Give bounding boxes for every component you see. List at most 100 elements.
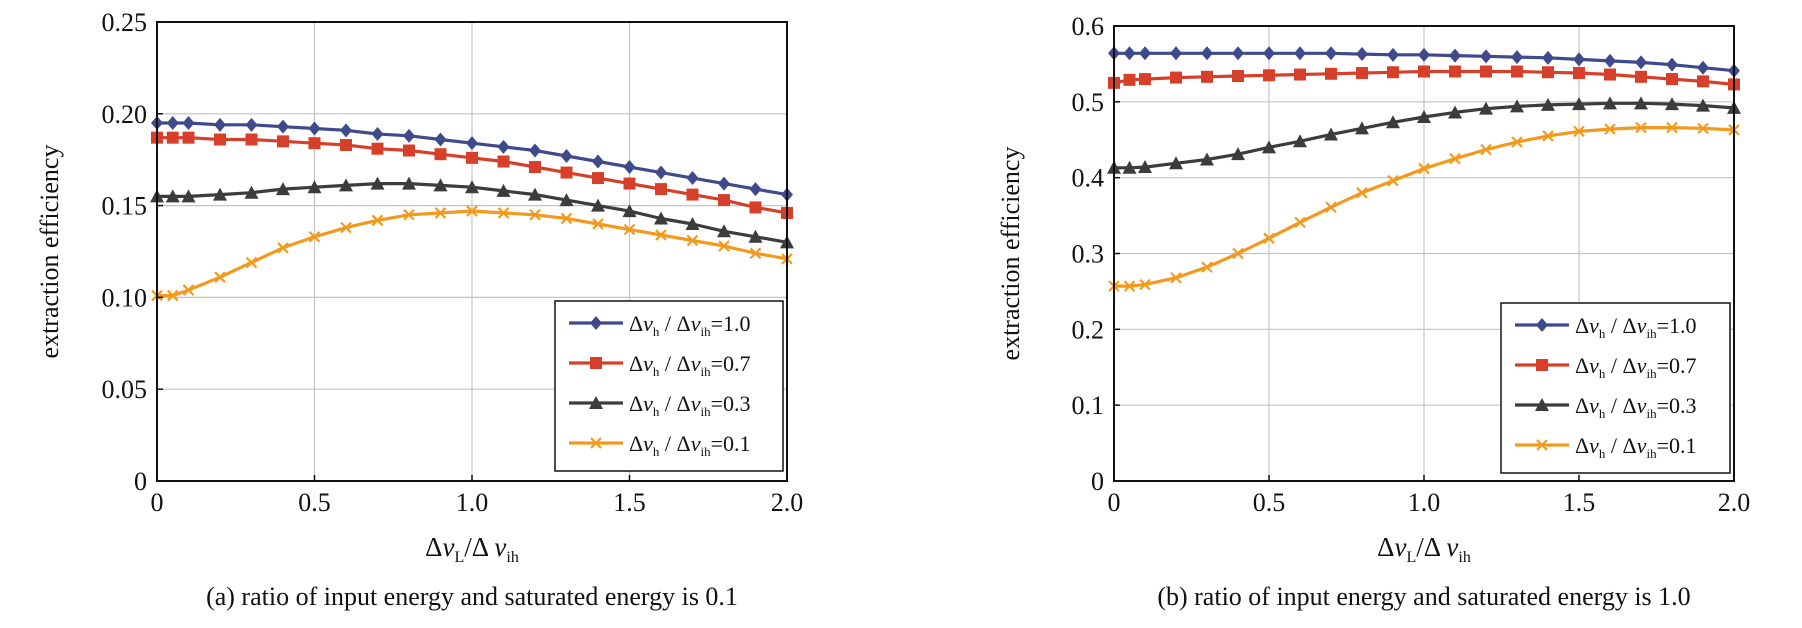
data-point xyxy=(1542,130,1554,142)
y-tick-label: 0.05 xyxy=(102,375,148,404)
chart-a: 0 0.5 1.0 1.5 2.0 0 0.05 0.10 0.15 0.20 0.25 extrac… xyxy=(35,8,803,611)
data-point xyxy=(181,189,196,203)
legend-marker xyxy=(1535,398,1549,411)
data-point xyxy=(1573,67,1585,80)
data-point xyxy=(308,137,321,150)
data-point xyxy=(276,182,290,196)
data-point xyxy=(1325,46,1337,61)
legend-marker xyxy=(590,357,602,369)
data-point xyxy=(1635,55,1647,70)
data-point xyxy=(1666,73,1678,86)
data-point xyxy=(655,229,667,241)
data-point xyxy=(1449,65,1461,78)
data-point xyxy=(718,240,730,252)
data-point xyxy=(213,187,227,201)
data-point xyxy=(1170,46,1182,61)
data-point xyxy=(182,115,195,130)
data-point xyxy=(718,194,730,207)
data-point xyxy=(1123,46,1136,61)
x-tick-label: 1.0 xyxy=(456,488,489,517)
data-point xyxy=(1293,134,1307,148)
data-point xyxy=(1387,47,1399,62)
y-tick-label: 0.3 xyxy=(1072,240,1105,269)
data-point xyxy=(1511,65,1523,78)
data-point xyxy=(277,119,289,134)
data-point xyxy=(1232,247,1244,260)
data-point xyxy=(1356,47,1368,62)
legend-marker xyxy=(590,437,602,449)
legend: Δνh / Δνih=1.0 Δνh / Δνih=0.7 Δνh / Δνih=0… xyxy=(554,300,784,472)
data-point xyxy=(592,154,604,169)
x-tick-label: 0 xyxy=(151,488,164,517)
x-tick-label: 2.0 xyxy=(1718,488,1751,517)
data-point xyxy=(1387,66,1399,79)
y-axis-label: extraction efficiency xyxy=(35,145,64,359)
data-point xyxy=(371,214,384,227)
chart-caption: (a) ratio of input energy and saturated … xyxy=(206,582,738,611)
data-point xyxy=(1294,68,1306,81)
x-tick-label: 0 xyxy=(1108,488,1121,517)
data-point xyxy=(685,216,700,230)
data-point xyxy=(1201,261,1213,273)
data-point xyxy=(654,211,668,225)
data-point xyxy=(560,166,573,179)
data-point xyxy=(1480,65,1492,78)
data-point xyxy=(623,160,636,175)
data-point xyxy=(166,289,179,302)
data-point xyxy=(165,189,180,203)
x-tick-label: 0.5 xyxy=(1253,488,1286,517)
data-point xyxy=(403,128,415,143)
data-point xyxy=(1697,60,1709,75)
data-point xyxy=(1169,156,1183,170)
y-axis-label: extraction efficiency xyxy=(996,147,1025,361)
data-point xyxy=(717,224,731,238)
data-point xyxy=(749,247,762,260)
data-point xyxy=(340,123,352,138)
legend-label-2: Δνh / Δνih=0.3 xyxy=(1575,393,1697,421)
data-point xyxy=(214,133,226,146)
data-point xyxy=(434,132,447,147)
data-point xyxy=(339,178,353,192)
x-tick-label: 0.5 xyxy=(298,488,331,517)
data-point xyxy=(1635,121,1647,134)
data-point xyxy=(371,126,384,141)
data-point xyxy=(1201,70,1213,83)
data-point xyxy=(1263,232,1275,245)
data-point xyxy=(1123,73,1136,86)
data-point xyxy=(1325,201,1337,214)
data-point xyxy=(1356,67,1368,80)
data-point xyxy=(1231,147,1245,161)
data-point xyxy=(1201,46,1213,61)
data-point xyxy=(277,135,289,148)
legend-label-2: Δνh / Δνih=0.3 xyxy=(629,391,751,419)
data-point xyxy=(686,188,699,201)
y-tick-label: 0.15 xyxy=(102,192,148,221)
data-point xyxy=(434,207,447,219)
data-point xyxy=(497,207,510,219)
data-point xyxy=(1697,75,1709,88)
data-point xyxy=(655,183,667,196)
legend-marker xyxy=(1536,318,1548,332)
data-point xyxy=(655,165,667,180)
data-point xyxy=(749,182,762,197)
legend-label-3: Δνh / Δνih=0.1 xyxy=(629,431,751,459)
data-point xyxy=(1325,67,1337,80)
x-axis-label: ΔνL/Δ νih xyxy=(425,532,519,566)
data-point xyxy=(465,180,479,194)
data-point xyxy=(402,176,416,190)
data-point xyxy=(244,185,259,199)
data-point xyxy=(308,121,321,136)
legend-marker xyxy=(590,316,602,330)
data-point xyxy=(622,204,637,218)
data-point xyxy=(1355,121,1369,135)
y-tick-label: 0.1 xyxy=(1072,391,1105,420)
data-point xyxy=(433,178,448,192)
data-point xyxy=(1479,101,1493,115)
y-tick-label: 0.5 xyxy=(1072,88,1105,117)
series-line-0 xyxy=(157,121,788,197)
legend: Δνh / Δνih=1.0 Δνh / Δνih=0.7 Δνh / Δνih=0… xyxy=(1500,302,1731,474)
data-point xyxy=(245,117,258,132)
y-tick-label: 0.2 xyxy=(1072,315,1105,344)
data-point xyxy=(166,131,179,144)
series-line-0 xyxy=(1114,51,1735,73)
